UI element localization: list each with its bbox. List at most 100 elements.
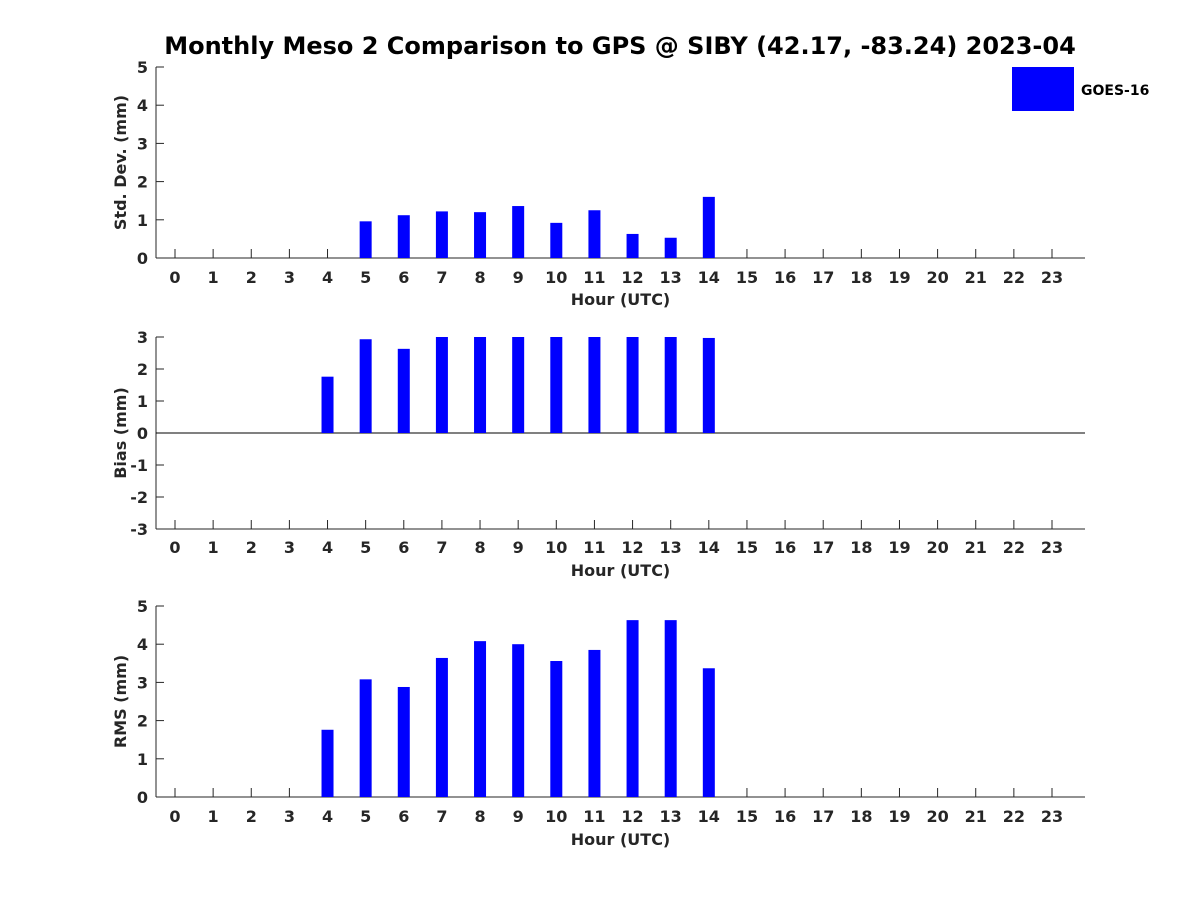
x-tick-label: 22 xyxy=(1003,807,1025,826)
x-tick-label: 17 xyxy=(812,807,834,826)
x-tick-label: 5 xyxy=(360,538,371,557)
x-tick-label: 17 xyxy=(812,268,834,287)
x-tick-label: 12 xyxy=(621,268,643,287)
bar-hour-5 xyxy=(359,679,372,797)
x-tick-label: 19 xyxy=(888,268,910,287)
y-axis-label: Bias (mm) xyxy=(111,387,130,479)
x-tick-label: 6 xyxy=(398,538,409,557)
bar-hour-7 xyxy=(435,337,448,433)
y-tick-label: 2 xyxy=(137,173,148,192)
y-tick-label: -3 xyxy=(130,520,148,539)
bar-hour-13 xyxy=(664,620,677,797)
x-tick-label: 14 xyxy=(698,268,720,287)
x-tick-label: 11 xyxy=(583,538,605,557)
x-tick-label: 4 xyxy=(322,268,333,287)
x-tick-label: 0 xyxy=(169,538,180,557)
bar-hour-12 xyxy=(626,620,639,797)
bar-hour-9 xyxy=(512,644,525,797)
bar-hour-4 xyxy=(321,376,334,433)
x-tick-label: 12 xyxy=(621,807,643,826)
bar-hour-5 xyxy=(359,339,372,433)
x-tick-label: 23 xyxy=(1041,268,1063,287)
bar-hour-11 xyxy=(588,210,601,258)
bar-hour-13 xyxy=(664,337,677,433)
x-tick-label: 21 xyxy=(965,538,987,557)
y-axis-label: Std. Dev. (mm) xyxy=(111,95,130,230)
x-tick-label: 0 xyxy=(169,268,180,287)
x-tick-label: 8 xyxy=(474,807,485,826)
y-tick-label: 1 xyxy=(137,392,148,411)
x-tick-label: 21 xyxy=(965,807,987,826)
x-axis-label: Hour (UTC) xyxy=(571,290,671,309)
x-tick-label: 14 xyxy=(698,538,720,557)
bar-hour-8 xyxy=(474,641,487,797)
x-tick-label: 8 xyxy=(474,268,485,287)
x-tick-label: 3 xyxy=(284,538,295,557)
bar-hour-6 xyxy=(397,215,410,258)
x-tick-label: 21 xyxy=(965,268,987,287)
x-tick-label: 20 xyxy=(926,538,948,557)
x-tick-label: 1 xyxy=(208,807,219,826)
y-tick-label: 3 xyxy=(137,134,148,153)
legend-label: GOES-16 xyxy=(1081,83,1149,99)
x-tick-label: 3 xyxy=(284,268,295,287)
bar-hour-12 xyxy=(626,337,639,433)
x-tick-label: 20 xyxy=(926,268,948,287)
x-tick-label: 23 xyxy=(1041,538,1063,557)
y-tick-label: 4 xyxy=(137,96,148,115)
y-axis-label: RMS (mm) xyxy=(111,655,130,748)
bar-hour-6 xyxy=(397,686,410,797)
bar-hour-7 xyxy=(435,657,448,797)
x-tick-label: 18 xyxy=(850,268,872,287)
x-tick-label: 0 xyxy=(169,807,180,826)
x-tick-label: 1 xyxy=(208,538,219,557)
y-tick-label: 2 xyxy=(137,712,148,731)
bar-hour-4 xyxy=(321,729,334,797)
x-tick-label: 2 xyxy=(246,268,257,287)
bar-hour-14 xyxy=(702,196,715,258)
bar-hour-10 xyxy=(550,661,563,797)
bar-hour-12 xyxy=(626,233,639,258)
x-tick-label: 18 xyxy=(850,538,872,557)
x-tick-label: 5 xyxy=(360,807,371,826)
x-tick-label: 19 xyxy=(888,807,910,826)
bar-hour-6 xyxy=(397,348,410,433)
y-tick-label: 0 xyxy=(137,788,148,807)
x-tick-label: 6 xyxy=(398,807,409,826)
x-tick-label: 13 xyxy=(660,268,682,287)
bar-hour-11 xyxy=(588,337,601,433)
x-tick-label: 22 xyxy=(1003,268,1025,287)
x-tick-label: 5 xyxy=(360,268,371,287)
x-axis-label: Hour (UTC) xyxy=(571,561,671,580)
y-tick-label: 0 xyxy=(137,249,148,268)
y-tick-label: 2 xyxy=(137,360,148,379)
x-tick-label: 1 xyxy=(208,268,219,287)
x-tick-label: 15 xyxy=(736,807,758,826)
y-tick-label: 5 xyxy=(137,58,148,77)
x-tick-label: 11 xyxy=(583,268,605,287)
bar-hour-8 xyxy=(474,212,487,258)
bar-hour-9 xyxy=(512,206,525,258)
x-tick-label: 4 xyxy=(322,807,333,826)
x-tick-label: 13 xyxy=(660,538,682,557)
x-tick-label: 11 xyxy=(583,807,605,826)
x-tick-label: 2 xyxy=(246,538,257,557)
y-tick-label: 3 xyxy=(137,673,148,692)
y-tick-label: 3 xyxy=(137,328,148,347)
bar-hour-13 xyxy=(664,237,677,258)
x-tick-label: 9 xyxy=(513,807,524,826)
x-tick-label: 2 xyxy=(246,807,257,826)
x-tick-label: 15 xyxy=(736,538,758,557)
x-tick-label: 10 xyxy=(545,807,567,826)
x-tick-label: 9 xyxy=(513,538,524,557)
x-tick-label: 13 xyxy=(660,807,682,826)
legend-swatch xyxy=(1012,67,1074,111)
legend: GOES-16 xyxy=(1012,67,1149,111)
x-axis-label: Hour (UTC) xyxy=(571,830,671,849)
y-tick-label: -2 xyxy=(130,488,148,507)
bar-hour-10 xyxy=(550,337,563,433)
x-tick-label: 16 xyxy=(774,268,796,287)
